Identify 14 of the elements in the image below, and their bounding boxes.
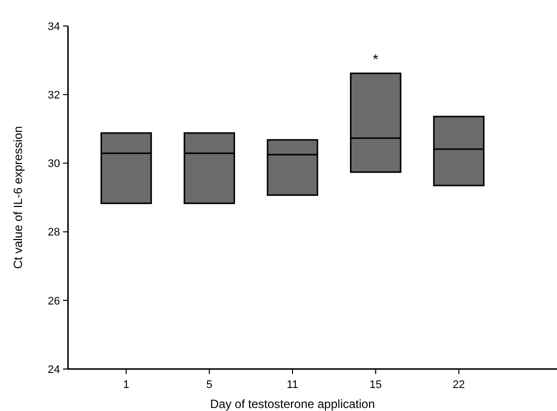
x-tick-label: 11 <box>286 379 298 391</box>
x-tick-label: 22 <box>452 379 465 391</box>
x-tick-label: 15 <box>370 379 382 391</box>
y-tick-label: 26 <box>48 295 60 308</box>
y-axis-title: Ct value of IL-6 expression <box>11 126 25 269</box>
x-axis-title: Day of testosterone application <box>210 397 375 411</box>
x-tick-label: 5 <box>206 379 212 391</box>
y-tick-label: 30 <box>48 158 60 170</box>
y-tick-label: 24 <box>48 364 60 376</box>
y-tick-label: 34 <box>48 20 60 33</box>
x-tick-label: 1 <box>123 379 130 391</box>
y-tick-label: 32 <box>48 89 60 102</box>
y-tick-label: 28 <box>48 226 60 239</box>
annotation: * <box>372 51 379 68</box>
